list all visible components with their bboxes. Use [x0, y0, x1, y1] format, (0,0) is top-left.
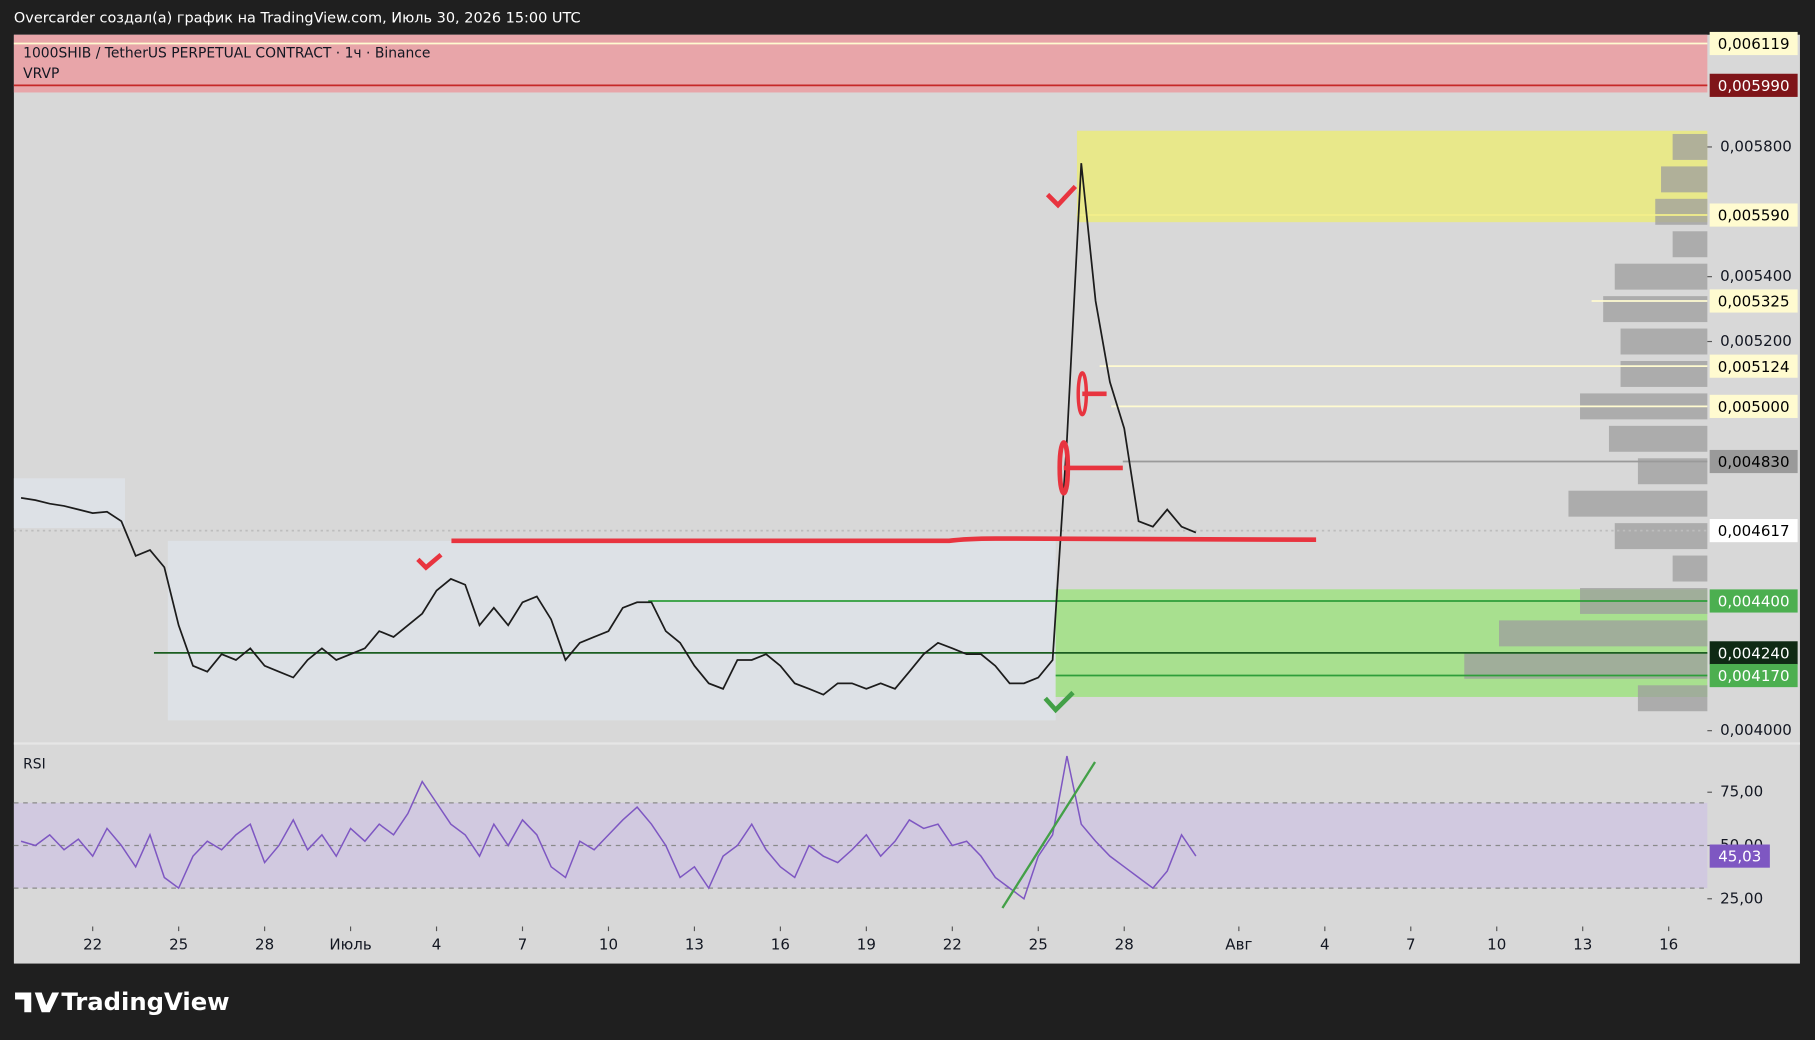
level-label-box	[1709, 519, 1798, 543]
x-tick-label: 16	[1659, 936, 1678, 954]
x-tick-label: 22	[943, 936, 962, 954]
symbol-title: 1000SHIB / TetherUS PERPETUAL CONTRACT ·…	[23, 45, 430, 61]
check-mark	[1045, 184, 1078, 209]
volume-profile-bar	[1637, 685, 1708, 712]
check-mark	[416, 552, 443, 571]
x-tick-label: 19	[857, 936, 876, 954]
rsi-trendline	[1001, 761, 1096, 909]
level-label: 0,005124	[1718, 358, 1790, 376]
level-label-box	[1709, 641, 1798, 665]
x-tick-label: 13	[1573, 936, 1592, 954]
level-label-box	[1709, 394, 1798, 418]
rsi-title: RSI	[23, 756, 46, 772]
level-label: 0,005325	[1718, 293, 1790, 311]
x-tick-label: Авг	[1225, 936, 1252, 954]
level-label-box	[1709, 31, 1798, 56]
rsi-last-label: 45,03	[1718, 848, 1761, 866]
volume-profile-bar	[1568, 490, 1708, 517]
header: Overcarder создал(а) график на TradingVi…	[14, 11, 581, 27]
zone	[1076, 130, 1708, 223]
x-tick-label: 28	[255, 936, 274, 954]
volume-profile-bar	[1614, 263, 1708, 290]
level-label: 0,004240	[1718, 645, 1790, 663]
volume-profile-bar	[1608, 425, 1708, 452]
y-tick-label: 75,00	[1720, 783, 1763, 801]
logo-icon	[15, 992, 60, 1013]
indicator-name: VRVP	[23, 66, 59, 82]
x-tick-label: 4	[1320, 936, 1330, 954]
volume-profile-bar	[1672, 133, 1708, 160]
y-tick-label: 0,005400	[1720, 267, 1792, 285]
level-label: 0,005990	[1718, 77, 1790, 95]
level-label-box	[1709, 449, 1798, 474]
level-label-box	[1709, 354, 1798, 378]
volume-profile-bar	[1614, 523, 1708, 550]
volume-profile-bar	[1655, 198, 1708, 225]
level-label-box	[1709, 663, 1798, 688]
level-label-box	[1709, 73, 1798, 97]
volume-profile-bar	[1661, 166, 1708, 193]
profile-box	[167, 540, 1056, 721]
volume-profile-bar	[1672, 555, 1708, 582]
y-tick-label: 0,005800	[1720, 137, 1792, 155]
volume-profile-bar	[1637, 458, 1708, 485]
level-label-box	[1709, 589, 1798, 613]
rsi-last-box	[1709, 844, 1770, 868]
volume-profile-bar	[1603, 296, 1708, 323]
main: 0,005800 0,005400 0,005200 0,004000 0,006119…	[13, 31, 1798, 954]
level-label-box	[1709, 289, 1798, 313]
x-tick-label: 10	[599, 936, 618, 954]
y-tick-label: 25,00	[1720, 889, 1763, 907]
level-label: 0,005000	[1718, 398, 1790, 416]
price-line	[20, 163, 1197, 696]
logo: TradingView	[15, 987, 230, 1016]
x-tick-label: 16	[771, 936, 790, 954]
level-label: 0,006119	[1718, 35, 1790, 53]
volume-profile-bar	[1620, 360, 1708, 387]
rsi-line	[20, 755, 1197, 901]
x-tick-label: 7	[518, 936, 528, 954]
x-tick-label: 25	[1029, 936, 1048, 954]
drawn-line	[451, 536, 1317, 544]
check-mark	[1043, 690, 1075, 714]
level-label: 0,004170	[1718, 667, 1790, 685]
x-tick-label: 25	[169, 936, 188, 954]
x-tick-label: 7	[1406, 936, 1416, 954]
y-tick-label: 0,004000	[1720, 721, 1792, 739]
level-label: 0,004617	[1718, 522, 1790, 540]
x-tick-label: 22	[83, 936, 102, 954]
level-label: 0,004830	[1718, 453, 1790, 471]
volume-profile-bar	[1464, 652, 1708, 679]
y-tick-label: 0,005200	[1720, 332, 1792, 350]
volume-profile-bar	[1672, 231, 1708, 258]
profile-box	[13, 478, 126, 529]
volume-profile-bar	[1620, 328, 1708, 355]
level-label: 0,005590	[1718, 207, 1790, 225]
x-tick-label: 4	[432, 936, 442, 954]
x-tick-label: 28	[1115, 936, 1134, 954]
level-label-box	[1709, 203, 1798, 227]
x-tick-label: 10	[1487, 936, 1506, 954]
x-tick-label: Июль	[329, 936, 371, 954]
volume-profile-bar	[1498, 620, 1708, 647]
level-label: 0,004400	[1718, 593, 1790, 611]
x-tick-label: 13	[685, 936, 704, 954]
logo-text: TradingView	[61, 987, 229, 1016]
